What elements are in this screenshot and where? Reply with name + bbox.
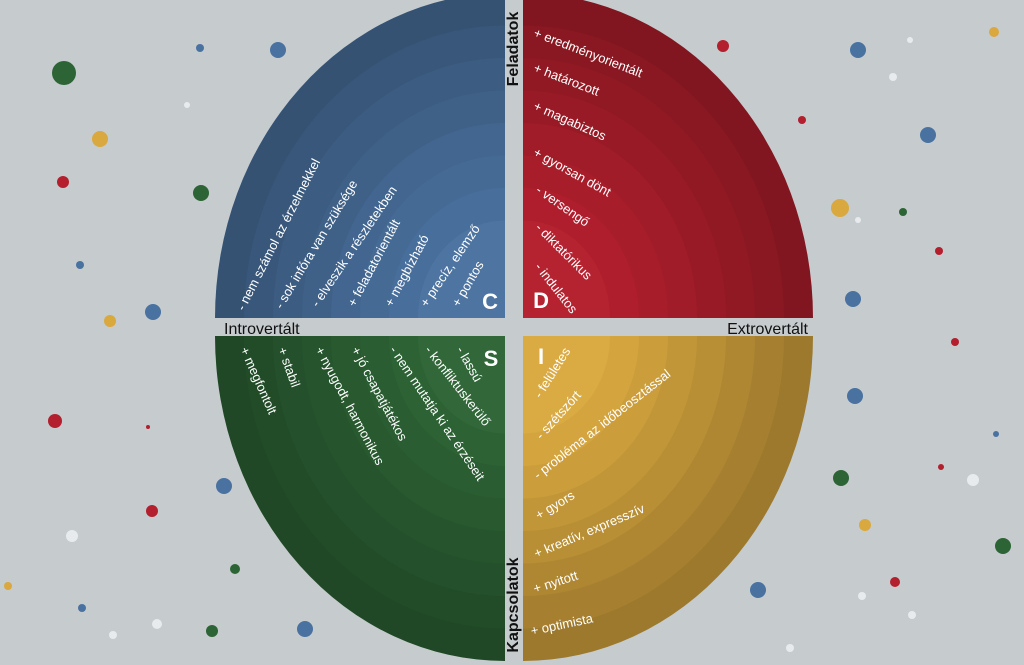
- axis-label-relations-text: Kapcsolatok: [504, 557, 522, 653]
- decorative-dot: [4, 582, 12, 590]
- quadrant-letter-d: D: [533, 288, 549, 313]
- decorative-dot: [850, 42, 866, 58]
- quadrant-ring: [418, 336, 505, 434]
- decorative-dot: [270, 42, 286, 58]
- decorative-dot: [52, 61, 76, 85]
- decorative-dot: [57, 176, 69, 188]
- decorative-dot: [48, 414, 62, 428]
- decorative-dot: [938, 464, 944, 470]
- quadrant-letter-s: S: [484, 346, 499, 371]
- decorative-dot: [184, 102, 190, 108]
- quadrant-ring: [418, 220, 505, 318]
- decorative-dot: [859, 519, 871, 531]
- decorative-dot: [146, 425, 150, 429]
- axis-label-tasks-text: Feladatok: [504, 11, 522, 87]
- decorative-dot: [845, 291, 861, 307]
- decorative-dot: [935, 247, 943, 255]
- quadrant-letter-i: I: [538, 344, 544, 369]
- decorative-dot: [858, 592, 866, 600]
- decorative-dot: [206, 625, 218, 637]
- quadrant-ring: [523, 220, 610, 318]
- decorative-dot: [750, 582, 766, 598]
- decorative-dot: [109, 631, 117, 639]
- axis-label-tasks: Feladatok: [505, 8, 522, 90]
- decorative-dot: [92, 131, 108, 147]
- decorative-dot: [66, 530, 78, 542]
- decorative-dot: [78, 604, 86, 612]
- decorative-dot: [230, 564, 240, 574]
- decorative-dot: [908, 611, 916, 619]
- decorative-dot: [104, 315, 116, 327]
- axis-label-introvert: Introvertált: [224, 321, 300, 338]
- decorative-dot: [889, 73, 897, 81]
- decorative-dot: [847, 388, 863, 404]
- decorative-dot: [76, 261, 84, 269]
- decorative-dot: [717, 40, 729, 52]
- quadrant-rings: [215, 0, 813, 661]
- decorative-dot: [152, 619, 162, 629]
- quadrant-s: [215, 336, 505, 661]
- quadrant-letter-c: C: [482, 289, 498, 314]
- decorative-dot: [831, 199, 849, 217]
- decorative-dot: [196, 44, 204, 52]
- quadrant-d: [523, 0, 813, 318]
- decorative-dot: [967, 474, 979, 486]
- decorative-dots: [4, 27, 1011, 652]
- decorative-dot: [951, 338, 959, 346]
- decorative-dot: [920, 127, 936, 143]
- decorative-dot: [989, 27, 999, 37]
- axis-label-extrovert: Extrovertált: [727, 321, 808, 338]
- quadrant-i: [523, 336, 813, 661]
- decorative-dot: [798, 116, 806, 124]
- decorative-dot: [890, 577, 900, 587]
- decorative-dot: [907, 37, 913, 43]
- decorative-dot: [995, 538, 1011, 554]
- decorative-dot: [297, 621, 313, 637]
- decorative-dot: [193, 185, 209, 201]
- decorative-dot: [899, 208, 907, 216]
- decorative-dot: [145, 304, 161, 320]
- decorative-dot: [786, 644, 794, 652]
- decorative-dot: [855, 217, 861, 223]
- decorative-dot: [216, 478, 232, 494]
- quadrant-ring: [523, 336, 610, 434]
- decorative-dot: [146, 505, 158, 517]
- decorative-dot: [833, 470, 849, 486]
- quadrant-c: [215, 0, 505, 318]
- decorative-dot: [993, 431, 999, 437]
- axis-label-relations: Kapcsolatok: [505, 553, 522, 657]
